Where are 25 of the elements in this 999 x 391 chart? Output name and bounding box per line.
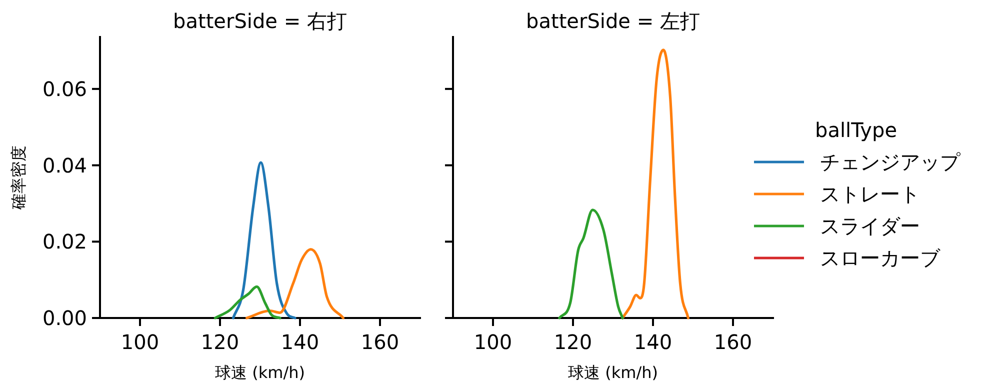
- y-tick-label: 0.06: [42, 76, 87, 101]
- legend-label: ストレート: [820, 182, 920, 206]
- x-tick-label: 120: [200, 330, 240, 354]
- x-tick-label: 120: [554, 330, 592, 354]
- x-tick-label: 140: [634, 330, 672, 354]
- y-tick-label: 0.02: [42, 230, 87, 254]
- x-tick-label: 160: [714, 330, 752, 354]
- x-tick-label: 140: [280, 330, 320, 354]
- x-axis-title: 球速 (km/h): [215, 363, 305, 382]
- x-axis-title: 球速 (km/h): [568, 363, 658, 382]
- chart-title: batterSide = 右打: [173, 9, 347, 33]
- legend-label: チェンジアップ: [820, 150, 961, 174]
- legend-label: スローカーブ: [820, 246, 941, 270]
- legend-title: ballType: [815, 118, 898, 142]
- legend-label: スライダー: [820, 214, 920, 238]
- x-tick-label: 100: [474, 330, 512, 354]
- line-series: [246, 248, 344, 320]
- y-tick-label: 0.04: [42, 153, 87, 178]
- line-series: [232, 161, 296, 320]
- y-axis-title: 確率密度: [9, 146, 28, 210]
- chart-title: batterSide = 左打: [526, 9, 700, 33]
- x-tick-label: 160: [360, 330, 400, 354]
- x-tick-label: 100: [120, 330, 160, 354]
- line-series: [214, 285, 282, 320]
- y-tick-label: 0.00: [42, 306, 87, 330]
